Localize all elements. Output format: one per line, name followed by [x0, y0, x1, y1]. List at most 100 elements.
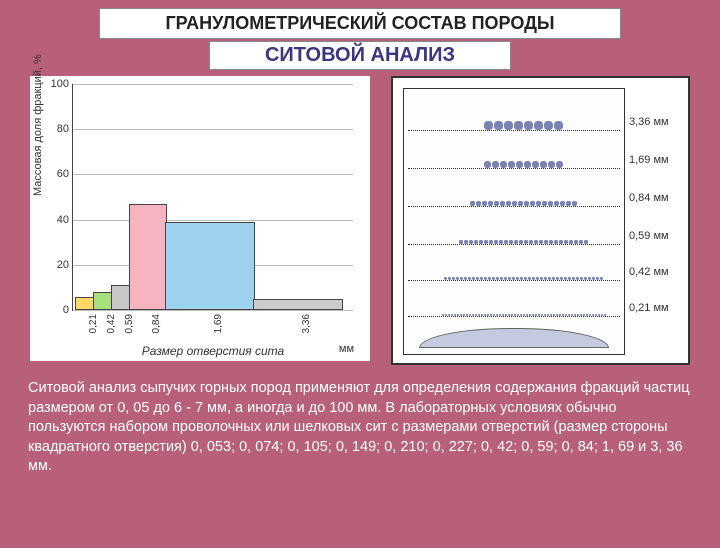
- gridline: [73, 174, 353, 175]
- particle: [556, 314, 558, 316]
- particle: [496, 314, 498, 316]
- particle: [524, 161, 531, 168]
- particle: [500, 161, 507, 168]
- particle: [584, 277, 587, 280]
- sieve-label: 0,84 мм: [629, 192, 669, 204]
- sieve-row: [404, 289, 624, 319]
- chart-ylabel: Массовая доля фракций, %: [32, 54, 44, 196]
- particle: [540, 161, 547, 168]
- particle: [524, 201, 529, 206]
- sieve-row: [404, 103, 624, 133]
- particle: [532, 314, 534, 316]
- sieve-label: 1,69 мм: [629, 154, 669, 166]
- particle: [569, 240, 573, 244]
- particle: [592, 277, 595, 280]
- particle: [574, 314, 576, 316]
- particle: [560, 201, 565, 206]
- particle: [536, 277, 539, 280]
- sieve-mesh: [408, 130, 620, 131]
- particle: [488, 201, 493, 206]
- particle: [502, 314, 504, 316]
- particle: [504, 121, 513, 130]
- particle: [484, 121, 493, 130]
- ytick-label: 0: [45, 304, 69, 316]
- particle: [579, 240, 583, 244]
- particle: [568, 277, 571, 280]
- particle: [514, 240, 518, 244]
- particle: [460, 277, 463, 280]
- particle: [490, 314, 492, 316]
- particle: [493, 314, 495, 316]
- xtick-label: 3,36: [301, 314, 312, 333]
- particle: [476, 277, 479, 280]
- chart-xlabel: Размер отверстия сита: [142, 344, 284, 358]
- particle: [524, 240, 528, 244]
- particle: [460, 314, 462, 316]
- particle: [445, 314, 447, 316]
- particle: [494, 121, 503, 130]
- particle: [596, 277, 599, 280]
- ytick-label: 40: [45, 214, 69, 226]
- particle: [520, 314, 522, 316]
- particle: [512, 277, 515, 280]
- ytick-label: 20: [45, 259, 69, 271]
- sieve-mesh: [408, 168, 620, 169]
- sieve-diagram: 3,36 мм1,69 мм0,84 мм0,59 мм0,42 мм0,21 …: [391, 76, 690, 365]
- particle: [534, 121, 543, 130]
- particle: [454, 314, 456, 316]
- particle: [452, 277, 455, 280]
- particle: [548, 201, 553, 206]
- bar: [93, 292, 113, 310]
- bar-chart: Массовая доля фракций, % Размер отверсти…: [30, 76, 370, 361]
- chart-xunit: мм: [339, 343, 354, 355]
- particle: [529, 240, 533, 244]
- particle: [568, 314, 570, 316]
- particle: [506, 201, 511, 206]
- particle: [444, 277, 447, 280]
- particle: [517, 314, 519, 316]
- particle: [514, 121, 523, 130]
- particle: [487, 314, 489, 316]
- particle: [494, 240, 498, 244]
- particle: [518, 201, 523, 206]
- particle: [548, 161, 555, 168]
- particle: [509, 240, 513, 244]
- sieve-row: [404, 253, 624, 283]
- sieve-bottom-pan: [419, 328, 609, 348]
- sieve-mesh: [408, 280, 620, 281]
- particle: [530, 201, 535, 206]
- particle: [516, 277, 519, 280]
- body-text: Ситовой анализ сыпучих горных пород прим…: [0, 365, 720, 477]
- particle: [514, 314, 516, 316]
- particle: [532, 277, 535, 280]
- particle: [520, 277, 523, 280]
- particle: [544, 314, 546, 316]
- particle: [479, 240, 483, 244]
- bar: [253, 299, 343, 310]
- particle: [535, 314, 537, 316]
- sieve-label: 3,36 мм: [629, 116, 669, 128]
- particle: [500, 201, 505, 206]
- particle: [456, 277, 459, 280]
- page-subtitle: СИТОВОЙ АНАЛИЗ: [209, 41, 511, 70]
- particle: [583, 314, 585, 316]
- sieve-row: [404, 141, 624, 171]
- particle: [484, 277, 487, 280]
- particle: [508, 277, 511, 280]
- particle: [516, 161, 523, 168]
- sieve-stack: [403, 88, 625, 355]
- particle: [478, 314, 480, 316]
- particle: [572, 201, 577, 206]
- page-title: ГРАНУЛОМЕТРИЧЕСКИЙ СОСТАВ ПОРОДЫ: [99, 8, 621, 39]
- particle: [499, 314, 501, 316]
- particle: [474, 240, 478, 244]
- particle: [511, 314, 513, 316]
- particle: [484, 240, 488, 244]
- gridline: [73, 129, 353, 130]
- particle: [526, 314, 528, 316]
- particle: [469, 314, 471, 316]
- particle: [559, 240, 563, 244]
- sieve-row: [404, 217, 624, 247]
- particle: [564, 240, 568, 244]
- particle: [442, 314, 444, 316]
